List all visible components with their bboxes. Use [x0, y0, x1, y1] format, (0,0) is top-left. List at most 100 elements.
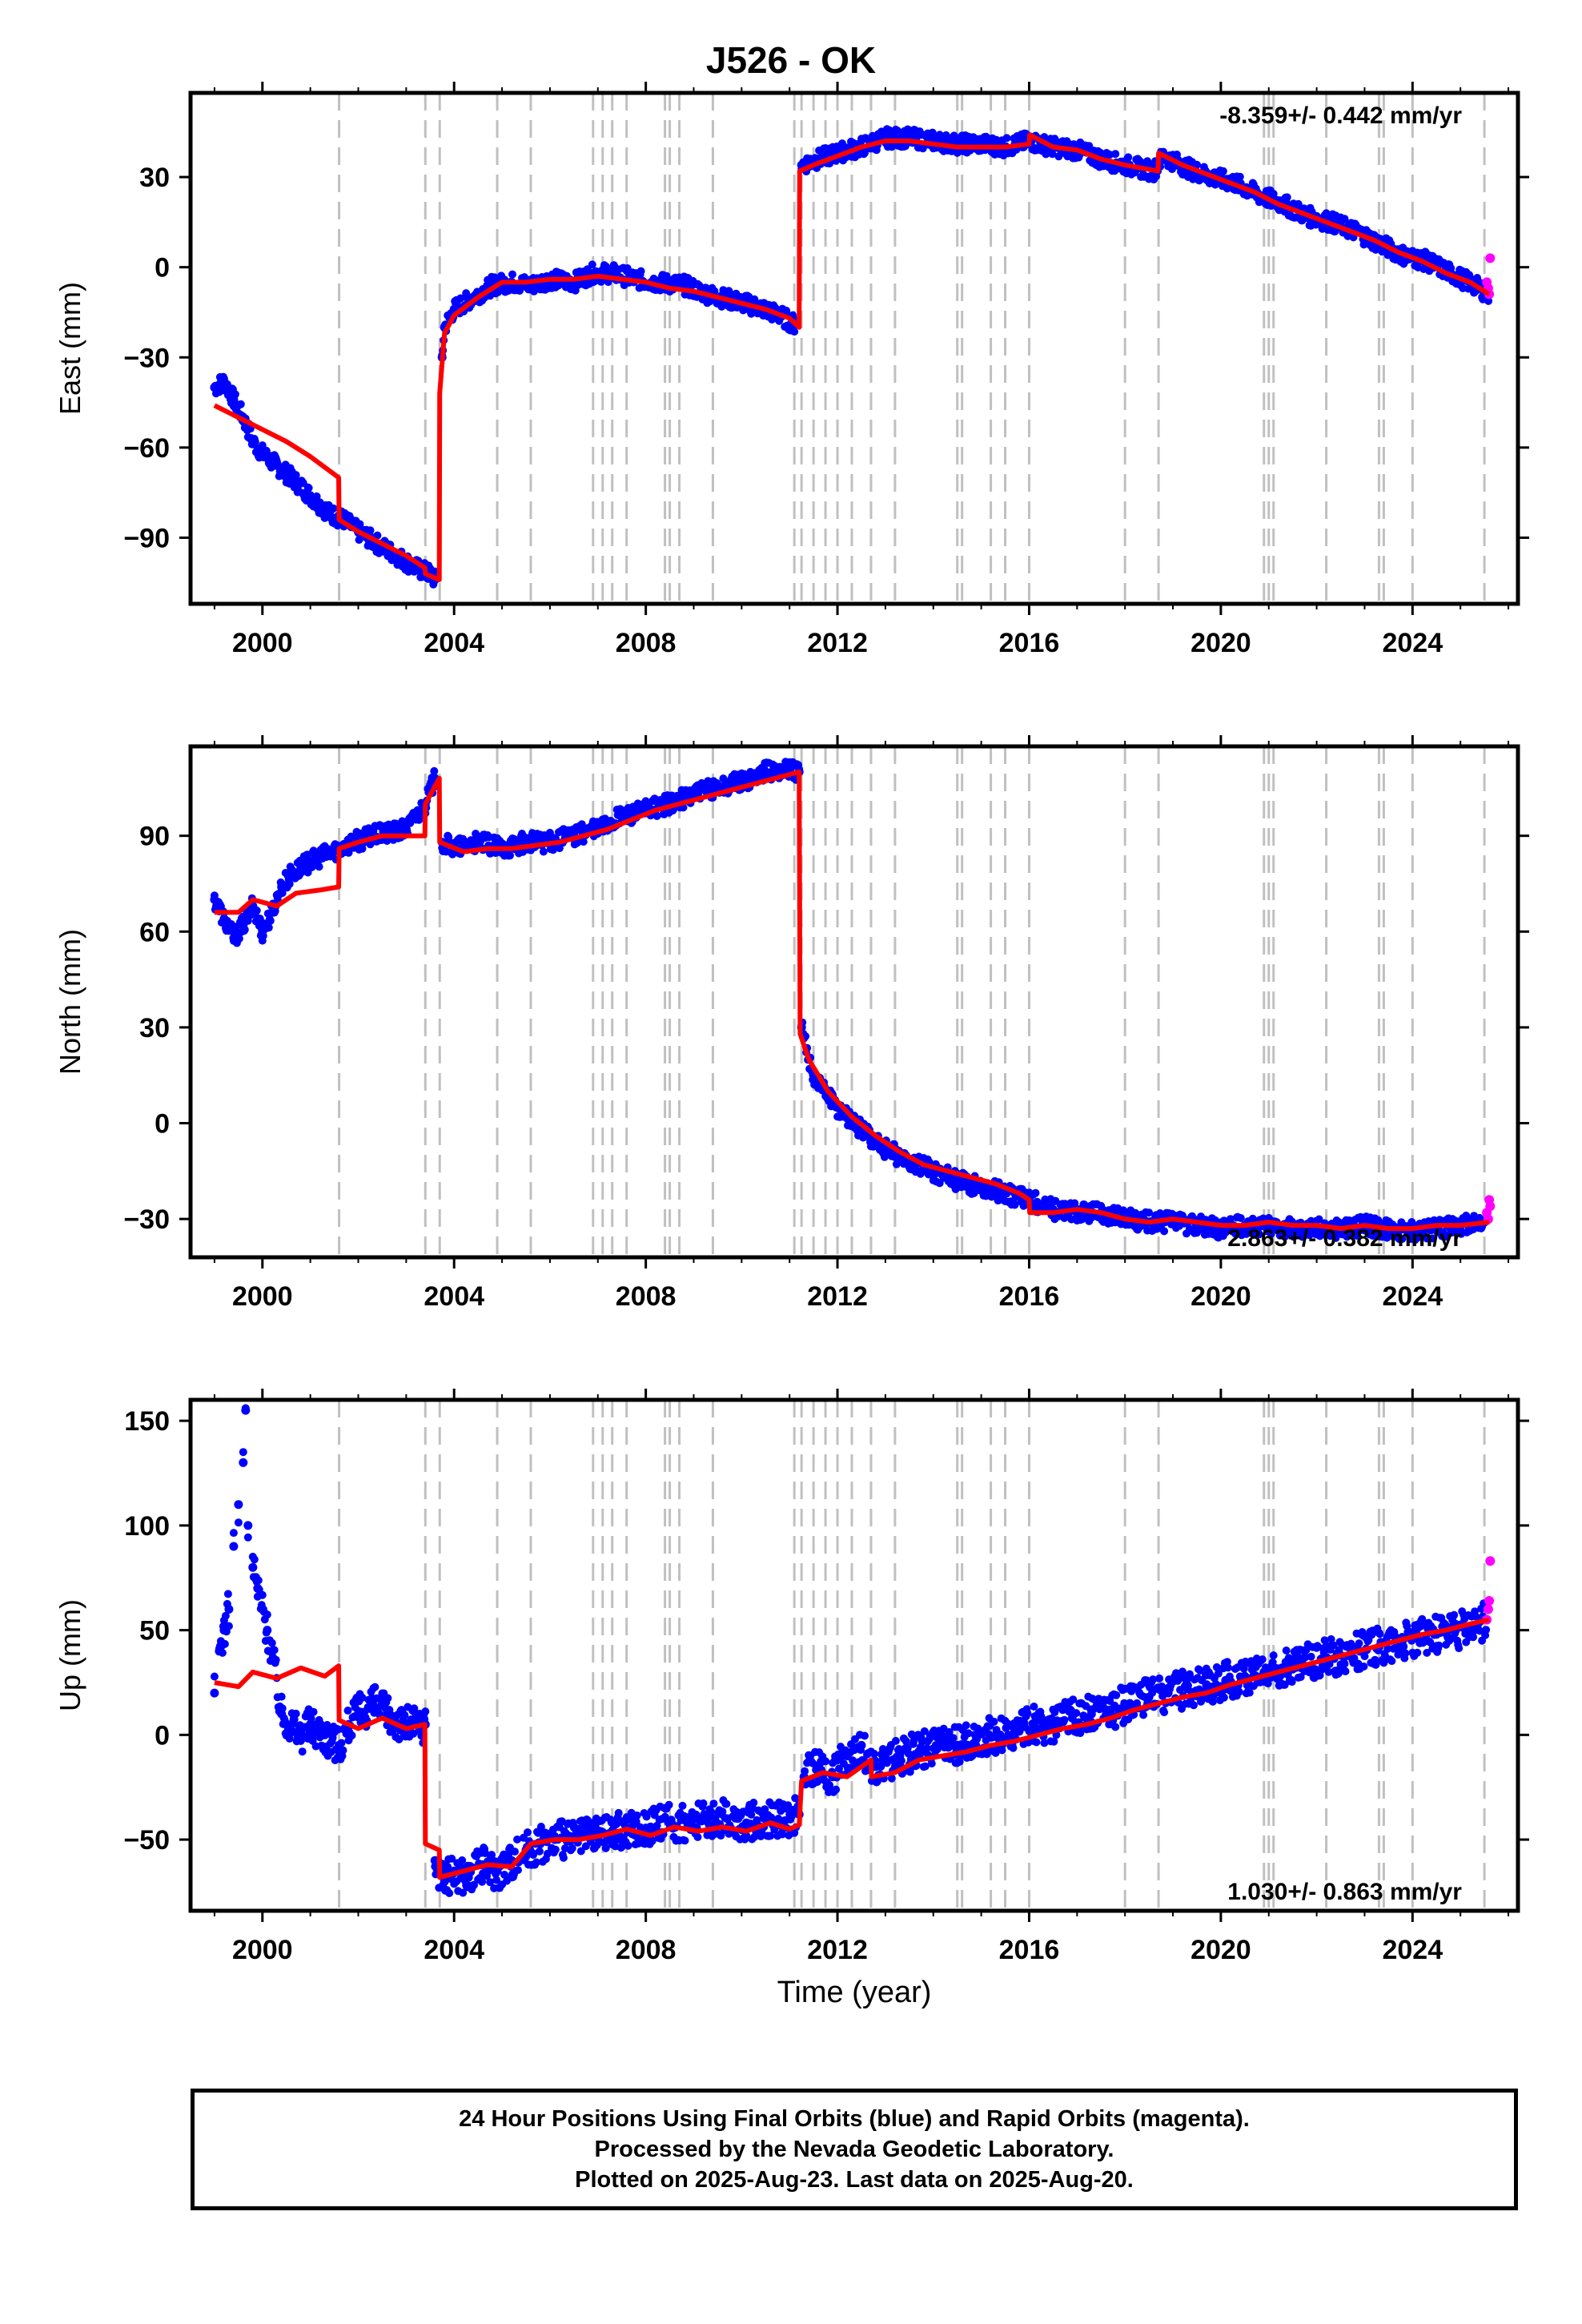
data-point-final [315, 862, 323, 871]
data-point-final [1078, 1215, 1086, 1224]
data-point-final [1355, 1639, 1363, 1648]
data-point-final [1155, 1674, 1164, 1683]
y-axis-label: East (mm) [54, 282, 86, 415]
x-tick-label: 2000 [232, 628, 293, 658]
data-point-rapid [1485, 1201, 1496, 1212]
data-point-final [421, 1707, 430, 1716]
data-point-final [579, 838, 588, 846]
data-point-final [458, 1856, 467, 1864]
data-point-final [964, 1729, 973, 1738]
data-point-final [904, 1749, 913, 1758]
data-point-final [652, 812, 661, 820]
data-point-final [1484, 296, 1493, 305]
data-point-final [444, 1863, 452, 1872]
data-point-final [1284, 1654, 1293, 1663]
data-point-final [395, 1735, 404, 1743]
rate-annotation: -8.359+/- 0.442 mm/yr [1219, 103, 1462, 129]
y-tick-label: −90 [123, 523, 170, 553]
x-tick-label: 2020 [1191, 628, 1251, 658]
data-point-final [219, 376, 229, 386]
data-point-final [1294, 199, 1303, 208]
data-point-final [481, 1849, 490, 1858]
data-point-final [1296, 1673, 1305, 1682]
data-point-final [539, 847, 548, 856]
data-point-final [1283, 193, 1291, 202]
data-point-final [250, 1555, 259, 1564]
data-point-final [267, 907, 277, 917]
data-point-final [1219, 167, 1227, 175]
panel-up: 2000 2004 2008 2012 2016 2020 2024150100500−50… [54, 1389, 1529, 1965]
x-tick-label: 2000 [232, 1281, 293, 1312]
data-point-final [1398, 1235, 1407, 1244]
data-point-final [873, 1777, 881, 1786]
data-point-final [1226, 1215, 1235, 1224]
data-point-final [1111, 1723, 1120, 1731]
data-point-final [1324, 1667, 1333, 1676]
data-point-final [383, 1694, 392, 1703]
data-point-final [229, 395, 239, 404]
data-point-final [325, 509, 335, 518]
data-point-final [699, 1799, 708, 1807]
data-point-final [373, 531, 382, 540]
data-point-final [355, 520, 364, 529]
data-point-final [543, 1849, 552, 1858]
data-point-final [710, 287, 719, 296]
data-point-final [953, 1176, 962, 1185]
data-point-final [243, 1533, 252, 1542]
data-point-final [492, 1876, 501, 1884]
data-point-final [632, 1817, 640, 1826]
data-point-final [248, 436, 258, 446]
plot-frame [188, 90, 1520, 606]
y-tick-label: 0 [155, 253, 170, 283]
data-point-final [921, 1762, 930, 1771]
data-point-final [559, 1853, 568, 1862]
x-tick-label: 2024 [1382, 1281, 1443, 1312]
x-tick-label: 2020 [1191, 1281, 1251, 1312]
data-point-final [1282, 1647, 1291, 1655]
y-tick-label: 0 [155, 1109, 170, 1140]
data-point-final [267, 1638, 276, 1647]
data-point-final [210, 1672, 219, 1681]
data-point-final [785, 764, 794, 774]
data-point-final [838, 139, 846, 148]
data-point-final [665, 1800, 673, 1809]
data-point-final [258, 927, 267, 936]
data-point-final [1223, 1663, 1232, 1672]
data-point-final [835, 1764, 843, 1773]
plot-area-east [210, 93, 1496, 604]
data-point-final [893, 127, 901, 135]
data-point-final [624, 1841, 632, 1850]
data-point-final [400, 1711, 409, 1719]
data-point-final [473, 838, 483, 847]
data-point-final [306, 491, 315, 501]
data-point-final [761, 767, 770, 777]
data-point-final [678, 1801, 687, 1810]
x-tick-label: 2016 [999, 1281, 1060, 1312]
data-point-final [662, 271, 671, 280]
data-point-final [500, 1871, 509, 1879]
data-point-final [264, 923, 273, 932]
data-point-final [588, 260, 596, 269]
data-point-final [272, 460, 282, 470]
data-point-final [821, 1757, 830, 1766]
data-point-final [1009, 1743, 1018, 1752]
x-tick-label: 2004 [424, 628, 484, 658]
data-point-final [514, 1866, 522, 1875]
data-point-final [882, 1759, 891, 1767]
data-point-final [236, 400, 245, 408]
data-point-final [296, 863, 306, 872]
data-point-final [524, 1828, 532, 1837]
data-point-final [430, 766, 439, 775]
data-point-final [927, 1759, 936, 1768]
data-point-final [229, 1529, 238, 1538]
data-point-final [1032, 1738, 1041, 1747]
y-tick-label: 90 [139, 822, 170, 852]
data-point-final [1212, 1663, 1221, 1671]
data-point-final [1219, 1693, 1228, 1702]
data-point-final [277, 1692, 286, 1701]
plot-area-north [210, 746, 1496, 1257]
y-tick-label: 60 [139, 917, 170, 947]
data-point-final [456, 294, 465, 303]
chart-title: J526 - OK [705, 39, 877, 81]
data-point-final [568, 1844, 576, 1852]
